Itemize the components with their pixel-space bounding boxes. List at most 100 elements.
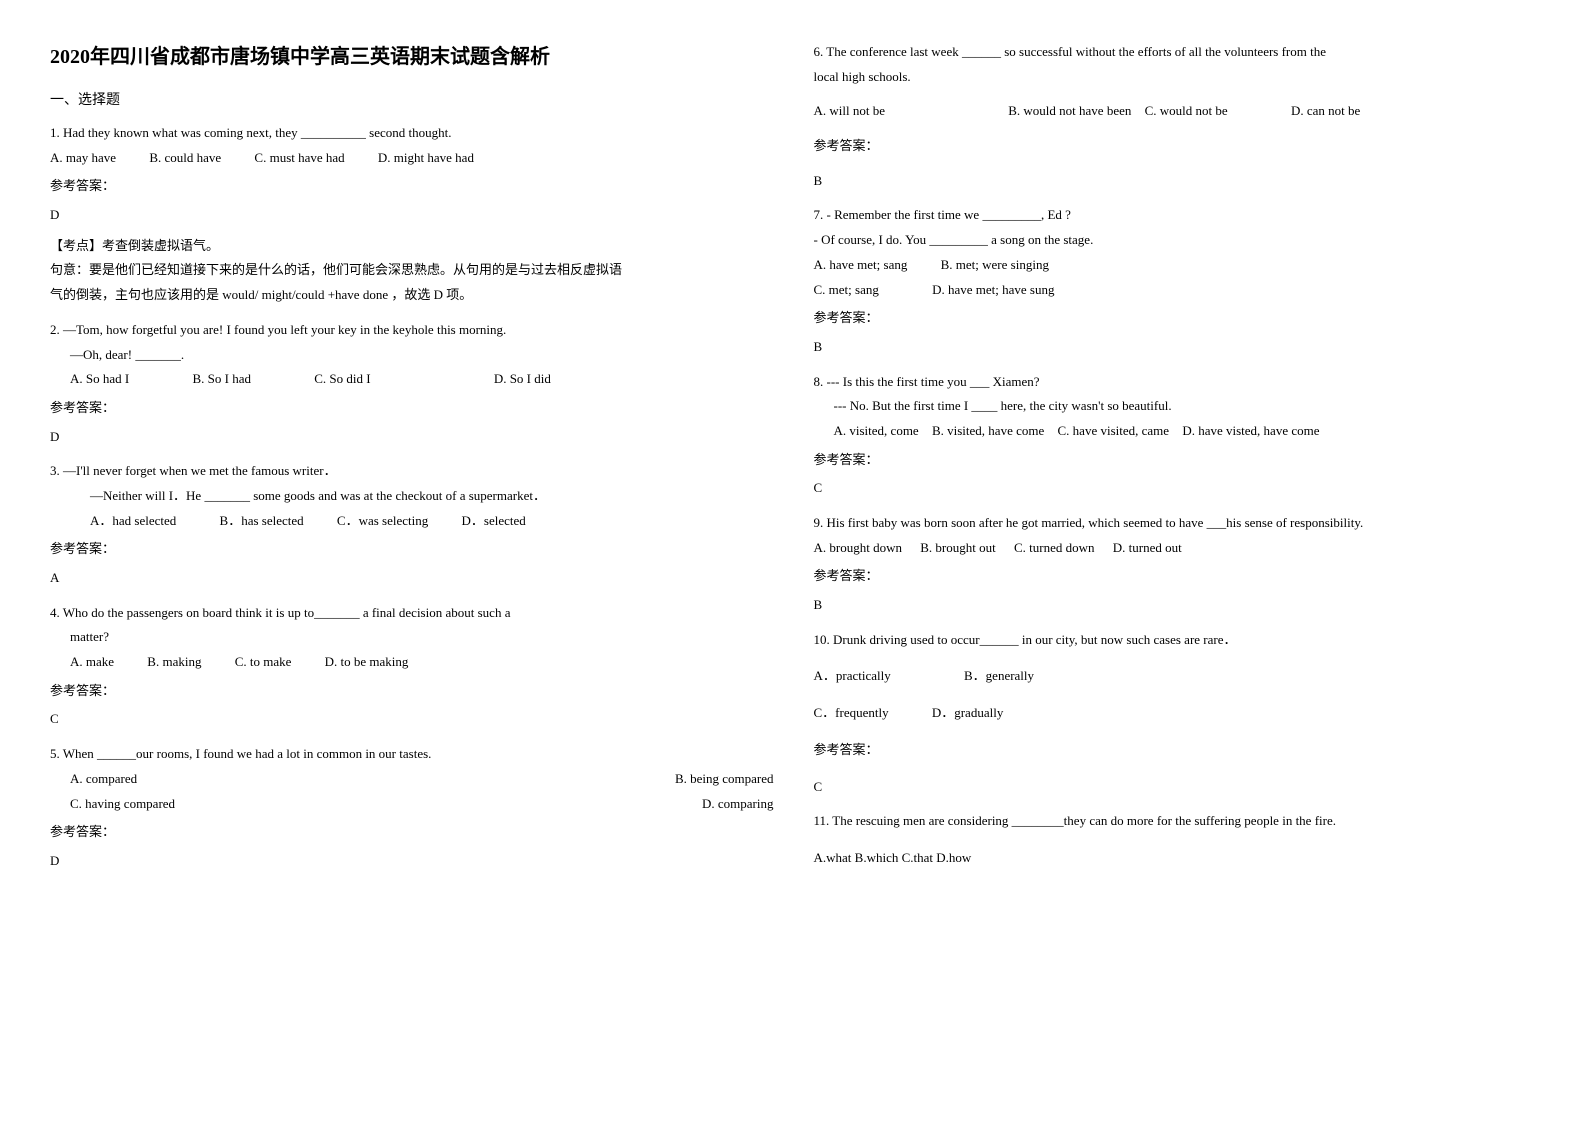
question-6: 6. The conference last week ______ so su… xyxy=(814,40,1538,193)
option-d: D. have met; have sung xyxy=(932,278,1054,303)
question-5: 5. When ______our rooms, I found we had … xyxy=(50,742,774,873)
option-a: A. may have xyxy=(50,146,116,171)
question-options: A. may have B. could have C. must have h… xyxy=(50,146,774,171)
option-a: A. make xyxy=(70,650,114,675)
answer-value: C xyxy=(50,707,774,732)
question-options: A. compared B. being compared C. having … xyxy=(50,767,774,816)
question-10: 10. Drunk driving used to occur______ in… xyxy=(814,628,1538,799)
right-column: 6. The conference last week ______ so su… xyxy=(814,40,1538,884)
option-b: B. visited, have come xyxy=(932,419,1044,444)
question-options: A. visited, come B. visited, have come C… xyxy=(814,419,1538,444)
question-text: 3. —I'll never forget when we met the fa… xyxy=(50,459,774,484)
question-options: A.what B.which C.that D.how xyxy=(814,846,1538,871)
question-options: A．practically B．generally C．frequently D… xyxy=(814,664,1538,725)
option-a: A. So had I xyxy=(70,367,129,392)
question-options: A. make B. making C. to make D. to be ma… xyxy=(50,650,774,675)
option-d: D. to be making xyxy=(325,650,409,675)
answer-value: C xyxy=(814,775,1538,800)
option-d: D．gradually xyxy=(932,701,1003,726)
option-a: A. compared xyxy=(50,767,137,792)
answer-value: B xyxy=(814,593,1538,618)
question-9: 9. His first baby was born soon after he… xyxy=(814,511,1538,618)
answer-label: 参考答案： xyxy=(814,448,1538,473)
explanation-line: 【考点】考查倒装虚拟语气。 xyxy=(50,234,774,259)
option-d: D. So I did xyxy=(494,367,551,392)
option-a: A. visited, come xyxy=(834,419,919,444)
question-options: A. will not be B. would not have been C.… xyxy=(814,99,1538,124)
option-a: A. brought down xyxy=(814,536,902,561)
section-header: 一、选择题 xyxy=(50,89,774,109)
page-container: 2020年四川省成都市唐场镇中学高三英语期末试题含解析 一、选择题 1. Had… xyxy=(50,40,1537,884)
question-2: 2. —Tom, how forgetful you are! I found … xyxy=(50,318,774,449)
question-text: 8. --- Is this the first time you ___ Xi… xyxy=(814,370,1538,395)
option-d: D．selected xyxy=(462,509,526,534)
answer-label: 参考答案： xyxy=(814,738,1538,763)
question-7: 7. - Remember the first time we ________… xyxy=(814,203,1538,359)
option-b: B. would not have been xyxy=(1008,99,1131,124)
option-a: A．had selected xyxy=(90,509,176,534)
option-b: B. So I had xyxy=(192,367,251,392)
option-c: C. to make xyxy=(235,650,292,675)
option-d: D. turned out xyxy=(1113,536,1182,561)
option-a: A. will not be xyxy=(814,99,886,124)
answer-label: 参考答案： xyxy=(814,306,1538,331)
option-a: A. have met; sang xyxy=(814,253,908,278)
option-d: D. comparing xyxy=(702,792,773,817)
answer-label: 参考答案： xyxy=(50,396,774,421)
question-text: 2. —Tom, how forgetful you are! I found … xyxy=(50,318,774,343)
option-b: B. being compared xyxy=(675,767,774,792)
question-text: 5. When ______our rooms, I found we had … xyxy=(50,742,774,767)
answer-label: 参考答案： xyxy=(814,134,1538,159)
question-options: A. brought down B. brought out C. turned… xyxy=(814,536,1538,561)
option-b: B. could have xyxy=(149,146,221,171)
answer-label: 参考答案： xyxy=(50,820,774,845)
option-c: C. would not be xyxy=(1145,99,1228,124)
option-d: D. can not be xyxy=(1291,99,1360,124)
option-b: B．generally xyxy=(964,664,1034,689)
question-text: local high schools. xyxy=(814,65,1538,90)
question-3: 3. —I'll never forget when we met the fa… xyxy=(50,459,774,590)
answer-value: D xyxy=(50,425,774,450)
question-text: —Neither will I．He _______ some goods an… xyxy=(50,484,774,509)
question-text: 10. Drunk driving used to occur______ in… xyxy=(814,628,1538,653)
question-text: --- No. But the first time I ____ here, … xyxy=(814,394,1538,419)
question-options: A. have met; sang B. met; were singing C… xyxy=(814,253,1538,302)
question-8: 8. --- Is this the first time you ___ Xi… xyxy=(814,370,1538,501)
answer-label: 参考答案： xyxy=(50,174,774,199)
answer-value: D xyxy=(50,849,774,874)
question-text: matter? xyxy=(50,625,774,650)
answer-label: 参考答案： xyxy=(814,564,1538,589)
option-c: C. So did I xyxy=(314,367,370,392)
left-column: 2020年四川省成都市唐场镇中学高三英语期末试题含解析 一、选择题 1. Had… xyxy=(50,40,774,884)
answer-value: B xyxy=(814,169,1538,194)
option-c: C. met; sang xyxy=(814,278,879,303)
question-text: 6. The conference last week ______ so su… xyxy=(814,40,1538,65)
option-c: C．was selecting xyxy=(337,509,428,534)
question-text: 9. His first baby was born soon after he… xyxy=(814,511,1538,536)
option-c: C. must have had xyxy=(254,146,344,171)
page-title: 2020年四川省成都市唐场镇中学高三英语期末试题含解析 xyxy=(50,40,774,69)
question-text: 1. Had they known what was coming next, … xyxy=(50,121,774,146)
question-text: —Oh, dear! _______. xyxy=(50,343,774,368)
option-b: B. making xyxy=(147,650,201,675)
question-options: A．had selected B．has selected C．was sele… xyxy=(50,509,774,534)
option-b: B．has selected xyxy=(220,509,304,534)
question-1: 1. Had they known what was coming next, … xyxy=(50,121,774,308)
option-c: C．frequently xyxy=(814,701,889,726)
question-text: 11. The rescuing men are considering ___… xyxy=(814,809,1538,834)
explanation-line: 句意：要是他们已经知道接下来的是什么的话，他们可能会深思熟虑。从句用的是与过去相… xyxy=(50,258,774,283)
option-a: A．practically xyxy=(814,664,891,689)
answer-value: D xyxy=(50,203,774,228)
question-11: 11. The rescuing men are considering ___… xyxy=(814,809,1538,870)
question-text: 4. Who do the passengers on board think … xyxy=(50,601,774,626)
option-d: D. have visted, have come xyxy=(1182,419,1319,444)
question-4: 4. Who do the passengers on board think … xyxy=(50,601,774,732)
answer-value: A xyxy=(50,566,774,591)
option-b: B. brought out xyxy=(920,536,995,561)
option-c: C. having compared xyxy=(50,792,175,817)
option-b: B. met; were singing xyxy=(941,253,1049,278)
explanation-line: 气的倒装，主句也应该用的是 would/ might/could +have d… xyxy=(50,283,774,308)
option-c: C. have visited, came xyxy=(1058,419,1170,444)
answer-label: 参考答案： xyxy=(50,537,774,562)
question-text: 7. - Remember the first time we ________… xyxy=(814,203,1538,228)
